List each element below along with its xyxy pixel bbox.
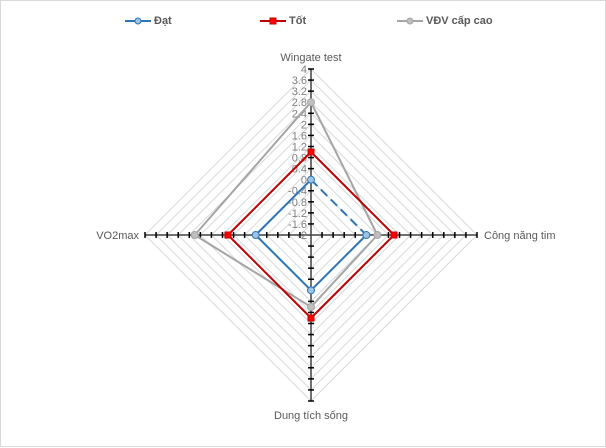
radar-series [190, 98, 398, 322]
data-point[interactable] [307, 286, 315, 295]
legend-item-tot[interactable]: Tốt [260, 15, 306, 27]
category-label-dung-tich-song: Dung tích sống [274, 410, 348, 422]
data-point[interactable] [307, 314, 315, 322]
axis-tick-label: 1.2 [292, 141, 307, 153]
data-point[interactable] [307, 175, 315, 184]
category-label-cong-nang-tim: Công năng tim [484, 230, 556, 242]
data-point[interactable] [224, 231, 232, 239]
data-point[interactable] [251, 231, 260, 239]
legend-line-marker-icon [125, 17, 151, 25]
series-1 [224, 148, 398, 322]
axis-tick-label: 0.8 [292, 153, 307, 165]
category-label-vo2max: VO2max [96, 230, 139, 242]
series-0 [251, 175, 371, 295]
axis-tick-label: 0 [301, 175, 307, 187]
data-point[interactable] [307, 148, 315, 156]
legend-item-dat[interactable]: Đạt [125, 15, 172, 27]
axis-tick-label: -1.6 [288, 219, 307, 231]
legend-line-marker-icon [397, 17, 423, 25]
axis-tick-labels: 43.63.22.82.421.61.20.80.40-0.4-0.8-1.2-… [288, 64, 307, 242]
axis-tick-label: 4 [301, 64, 307, 76]
axis-tick-label: -2 [297, 230, 307, 242]
data-point[interactable] [373, 231, 382, 239]
legend-label: Tốt [289, 15, 307, 27]
axis-tick-label: -1.2 [288, 208, 307, 220]
data-point[interactable] [190, 231, 199, 239]
legend-label: Đạt [154, 15, 172, 27]
axis-tick-label: 2 [301, 119, 307, 131]
axis-tick-label: 1.6 [292, 130, 307, 142]
data-point[interactable] [390, 231, 398, 239]
axis-tick-label: 2.8 [292, 97, 307, 109]
category-label-wingate-test: Wingate test [280, 52, 341, 64]
legend-line-marker-icon [260, 17, 286, 25]
legend-item-vdv-cap-cao[interactable]: VĐV cấp cao [397, 15, 493, 27]
data-point[interactable] [362, 231, 371, 239]
chart-legend: Đạt Tốt VĐV cấp cao [1, 15, 606, 35]
legend-label: VĐV cấp cao [426, 15, 493, 27]
axis-tick-label: 3.6 [292, 75, 307, 87]
data-point[interactable] [307, 302, 315, 311]
series-2 [190, 98, 382, 311]
data-point[interactable] [307, 98, 315, 107]
axis-tick-label: -0.8 [288, 197, 307, 209]
axis-tick-label: 3.2 [292, 86, 307, 98]
